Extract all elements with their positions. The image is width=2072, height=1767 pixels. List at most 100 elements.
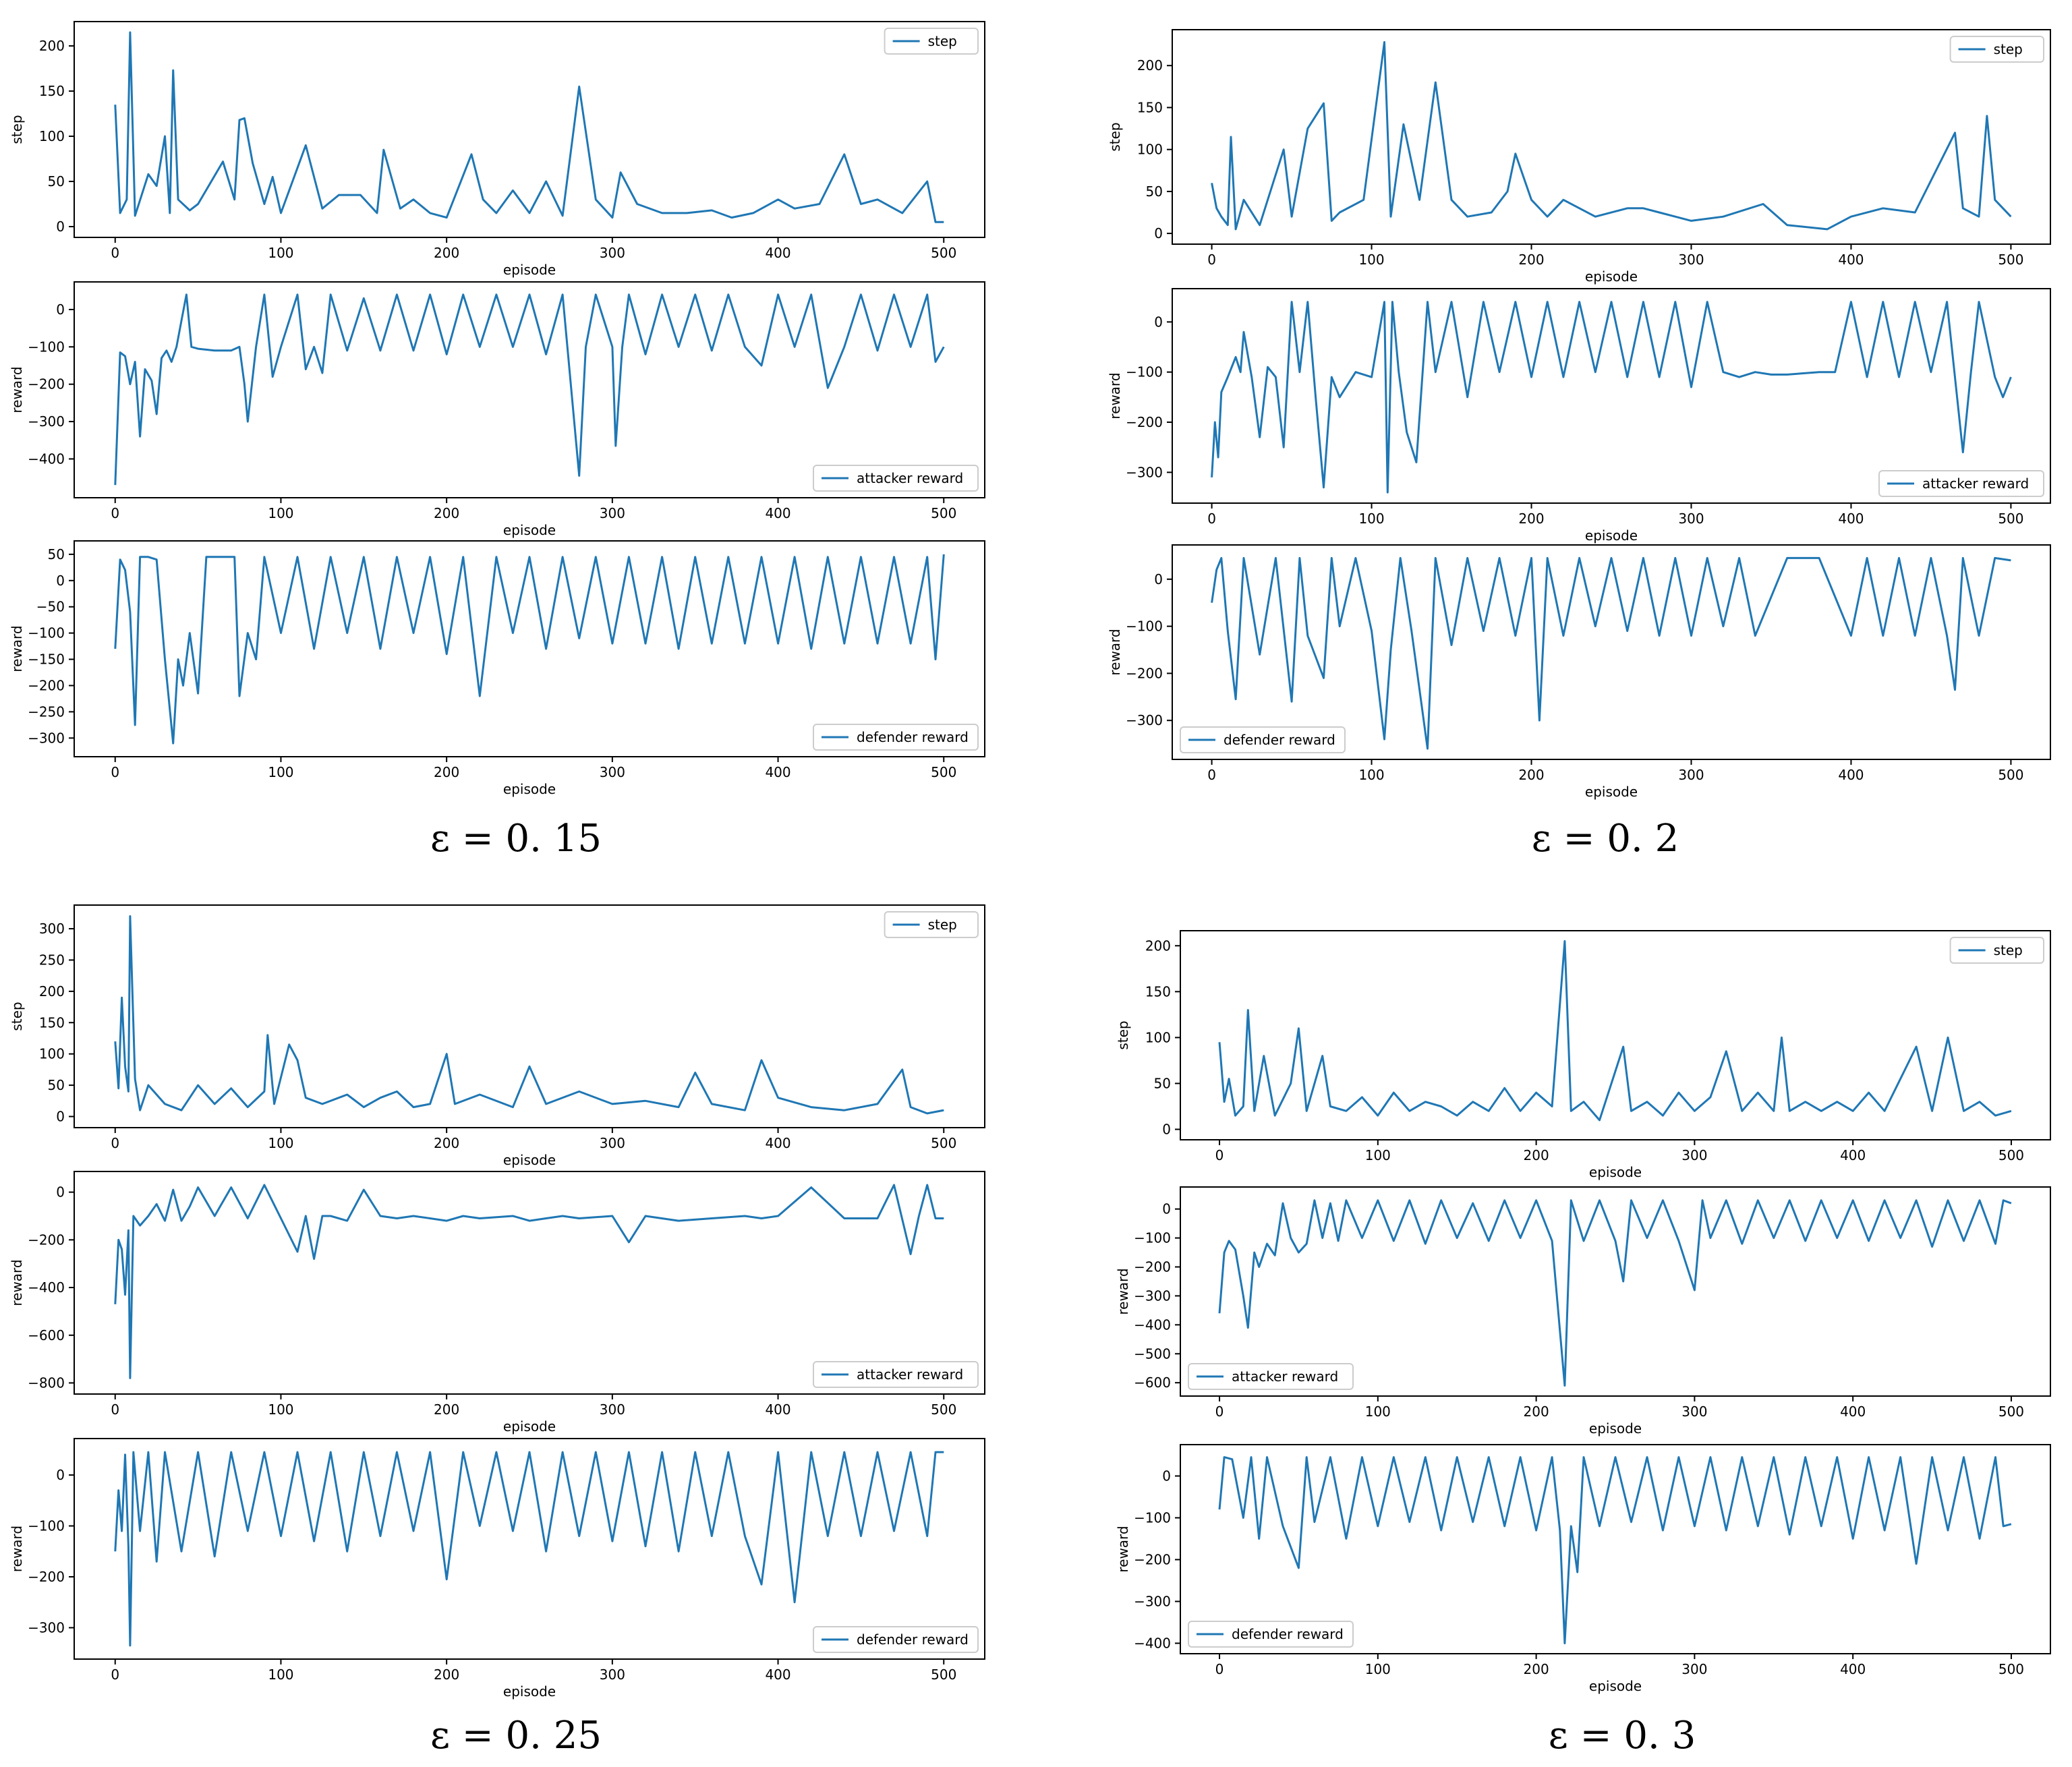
x-tick-label: 300 — [600, 764, 625, 780]
x-tick-label: 100 — [1358, 252, 1384, 268]
series-line-attacker-reward — [114, 293, 945, 486]
y-tick-label: −100 — [1134, 1230, 1171, 1246]
y-tick-label: 50 — [1146, 183, 1163, 200]
y-tick-label: −200 — [1126, 414, 1163, 430]
y-tick-label: −200 — [1126, 665, 1163, 681]
x-tick-label: 500 — [1998, 1403, 2024, 1420]
y-tick-label: 0 — [56, 219, 65, 235]
plot-frame — [74, 904, 985, 1128]
y-tick-label: −800 — [28, 1375, 65, 1391]
y-tick-label: −600 — [1134, 1374, 1171, 1391]
x-tick-label: 300 — [1681, 1403, 1707, 1420]
legend-box — [1188, 1363, 1354, 1390]
x-tick-label: 0 — [1207, 767, 1216, 783]
y-tick-label: −150 — [28, 651, 65, 668]
x-tick-label: 300 — [600, 245, 625, 261]
x-tick-label: 200 — [434, 245, 459, 261]
x-tick-label: 100 — [268, 245, 293, 261]
x-tick-label: 400 — [765, 505, 790, 521]
x-tick-label: 200 — [1518, 252, 1544, 268]
legend: defender reward — [1180, 726, 1346, 753]
legend-label: attacker reward — [857, 470, 963, 486]
legend-label: defender reward — [857, 1631, 969, 1648]
y-tick-label: −200 — [1134, 1552, 1171, 1568]
x-tick-label: 400 — [765, 1135, 790, 1151]
y-tick-label: −50 — [36, 599, 65, 615]
x-tick-label: 200 — [1518, 767, 1544, 783]
y-tick-label: −200 — [28, 1232, 65, 1248]
y-axis-label: reward — [1107, 629, 1123, 675]
legend-box — [1949, 36, 2045, 63]
x-tick-label: 300 — [1681, 1661, 1707, 1677]
chart-2-attacker-reward: 0 100 200 300 400 500 −300 −200 −100 0 episode rewa… — [1107, 288, 2051, 544]
x-tick-label: 400 — [1838, 767, 1864, 783]
plot-frame — [74, 21, 985, 238]
y-tick-label: −300 — [1126, 464, 1163, 480]
series-line-attacker-reward — [1218, 1199, 2012, 1387]
y-tick-label: −100 — [28, 1518, 65, 1534]
y-axis-label: reward — [9, 625, 25, 672]
plot-frame — [74, 1171, 985, 1395]
y-tick-label: 200 — [1137, 57, 1163, 74]
chart-1-defender-reward: 0 100 200 300 400 500 −300 −250 −200 −150 −100 −50 0… — [9, 540, 985, 797]
y-tick-label: −100 — [1126, 618, 1163, 635]
legend-label: step — [1994, 942, 2023, 958]
plot-frame — [74, 540, 985, 757]
x-tick-label: 100 — [268, 1401, 293, 1418]
chart-4-step: 0 100 200 300 400 500 0 50 100 150 200 episode step s… — [1115, 930, 2051, 1180]
x-axis-label: episode — [1585, 784, 1638, 800]
y-tick-label: 0 — [1154, 225, 1163, 241]
series-line-attacker-reward — [1211, 301, 2012, 494]
series-line-defender-reward — [1218, 1456, 2012, 1644]
chart-3-defender-reward: 0 100 200 300 400 500 −300 −200 −100 0 episode rewa… — [9, 1438, 985, 1700]
chart-1-attacker-reward: 0 100 200 300 400 500 −400 −300 −200 −100 0 episode… — [9, 281, 985, 538]
x-tick-label: 500 — [931, 505, 956, 521]
y-tick-label: −250 — [28, 703, 65, 720]
x-tick-label: 200 — [434, 1401, 459, 1418]
x-axis-label: episode — [503, 781, 556, 797]
x-axis-label: episode — [1589, 1164, 1642, 1180]
x-tick-label: 0 — [1215, 1403, 1224, 1420]
x-tick-label: 500 — [1998, 767, 2023, 783]
y-tick-label: −200 — [1134, 1259, 1171, 1275]
x-tick-label: 500 — [1998, 511, 2023, 527]
chart-2-step: 0 100 200 300 400 500 0 50 100 150 200 episode step s… — [1107, 29, 2051, 285]
x-tick-label: 300 — [600, 1135, 625, 1151]
y-tick-label: 100 — [1145, 1029, 1171, 1045]
y-tick-label: 0 — [1162, 1468, 1171, 1484]
legend-label: attacker reward — [857, 1366, 963, 1383]
x-tick-label: 200 — [1518, 511, 1544, 527]
y-axis-label: step — [1107, 122, 1123, 151]
x-tick-label: 500 — [1998, 1147, 2024, 1163]
x-tick-label: 200 — [434, 1135, 459, 1151]
legend-label: defender reward — [1232, 1626, 1344, 1642]
y-tick-label: 100 — [39, 128, 65, 144]
y-tick-label: −100 — [1126, 364, 1163, 380]
chart-2-defender-reward: 0 100 200 300 400 500 −300 −200 −100 0 episode rewa… — [1107, 544, 2051, 800]
x-tick-label: 300 — [600, 505, 625, 521]
y-axis-label: reward — [9, 1526, 25, 1572]
legend-label: defender reward — [1224, 732, 1335, 748]
y-tick-label: 300 — [39, 921, 65, 937]
series-line-defender-reward — [114, 554, 945, 745]
y-axis-label: reward — [9, 1259, 25, 1306]
x-axis-label: episode — [503, 262, 556, 278]
y-tick-label: 0 — [56, 301, 65, 318]
y-tick-label: 50 — [48, 546, 65, 562]
x-tick-label: 400 — [765, 1401, 790, 1418]
legend: attacker reward — [1878, 470, 2044, 497]
y-tick-label: 0 — [56, 1109, 65, 1125]
x-tick-label: 400 — [1840, 1403, 1866, 1420]
legend-box — [813, 465, 979, 492]
y-axis-label: reward — [1115, 1268, 1131, 1314]
x-tick-label: 0 — [111, 764, 119, 780]
x-tick-label: 100 — [268, 764, 293, 780]
plot-frame — [1172, 29, 2051, 245]
x-tick-label: 100 — [268, 505, 293, 521]
y-tick-label: 150 — [1137, 99, 1163, 115]
x-tick-label: 400 — [1840, 1661, 1866, 1677]
y-tick-label: −600 — [28, 1327, 65, 1343]
x-tick-label: 400 — [1838, 511, 1864, 527]
y-tick-label: 50 — [48, 173, 65, 190]
